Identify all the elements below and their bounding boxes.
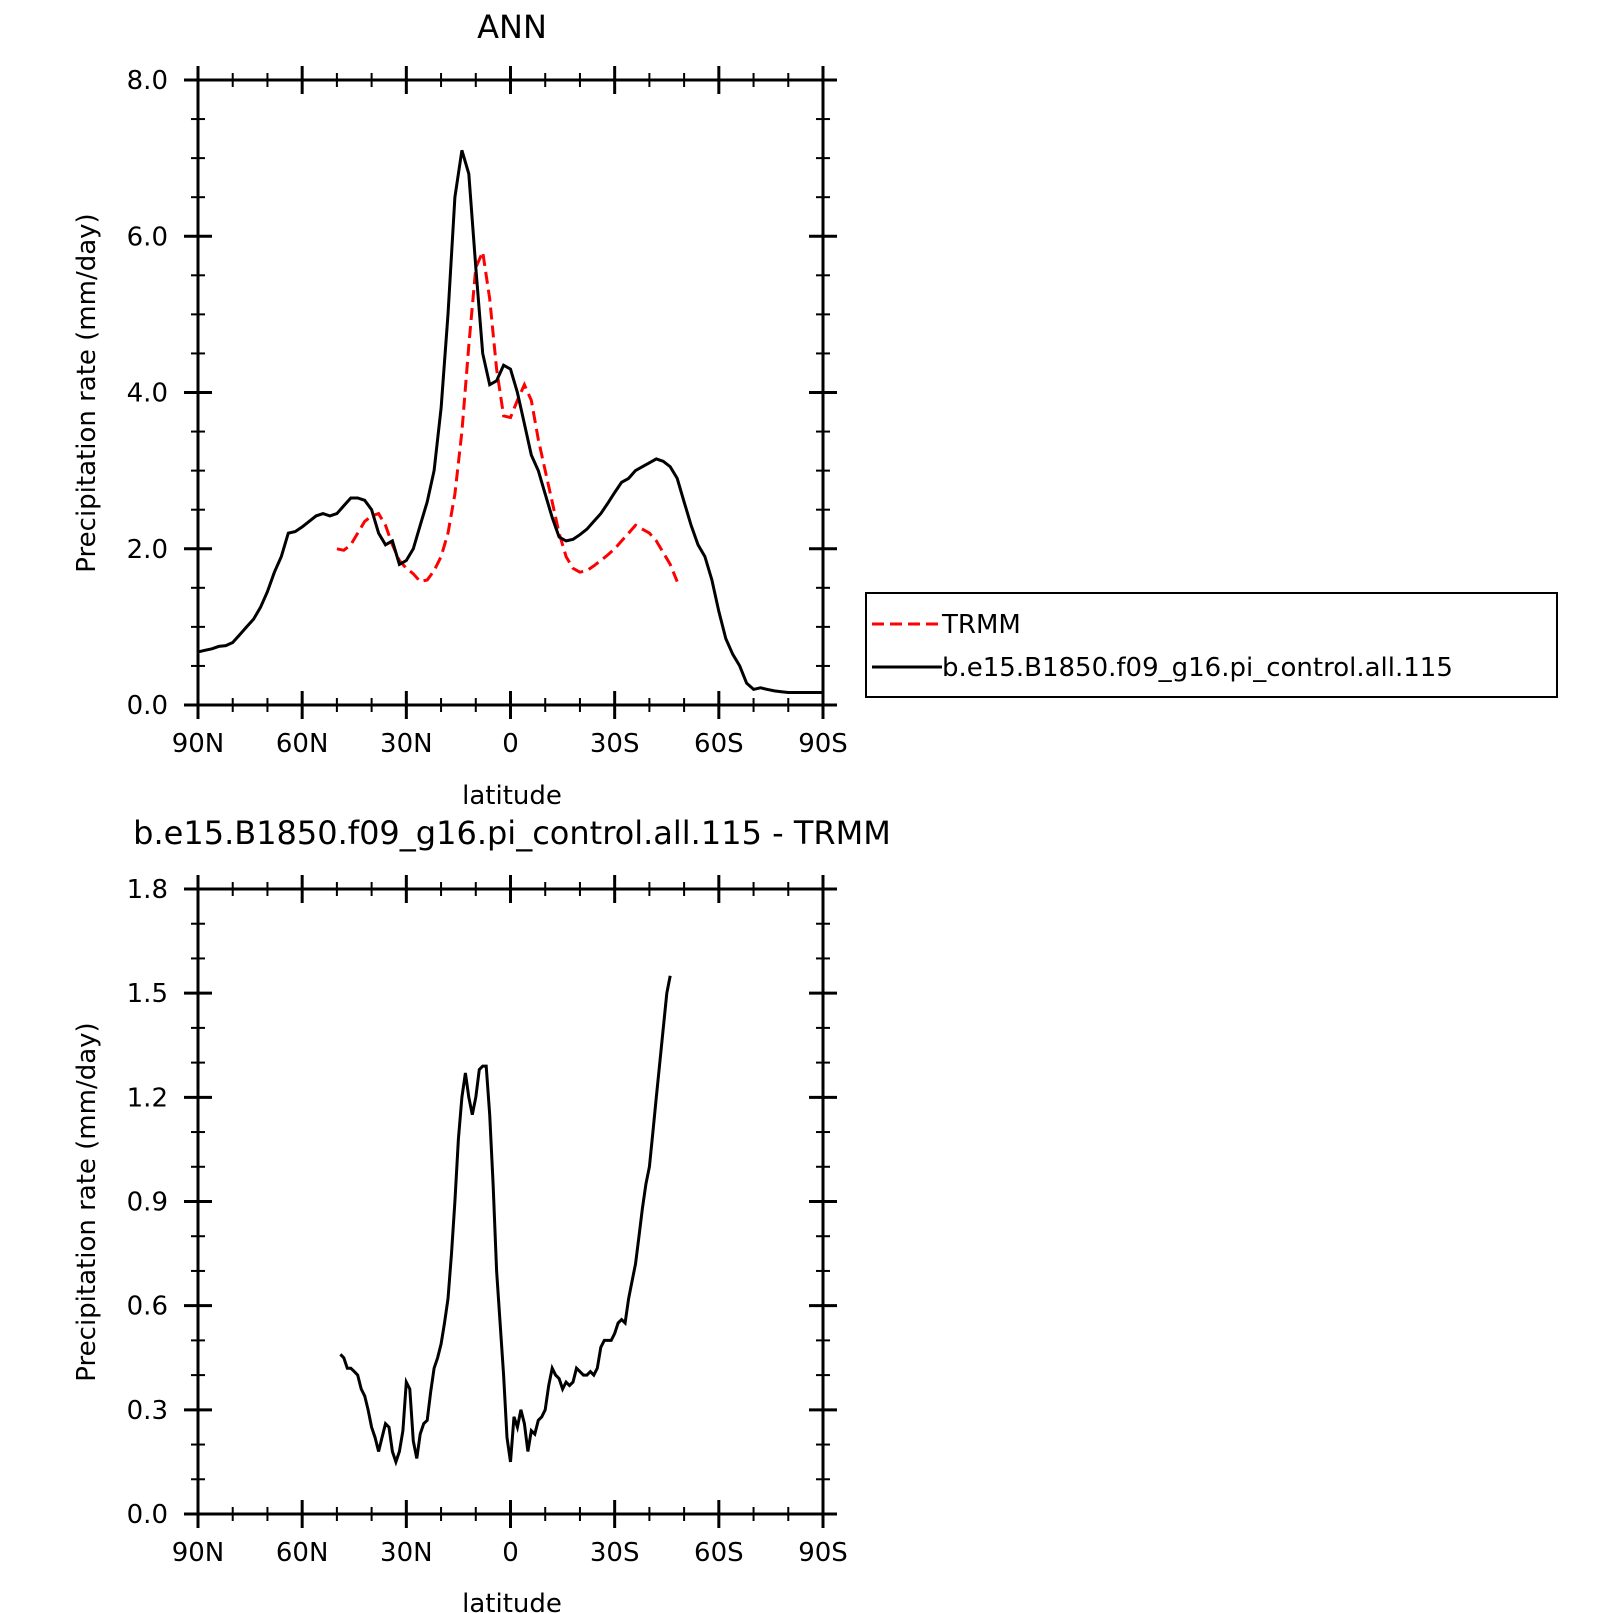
y-tick-label: 0.3 [127, 1396, 168, 1426]
x-tick-label: 30N [380, 1538, 433, 1568]
x-tick-label: 30S [590, 1538, 640, 1568]
y-tick-label: 4.0 [127, 379, 168, 409]
series-trmm-line [336, 246, 679, 584]
x-axis-label-top: latitude [462, 781, 562, 811]
x-tick-labels-top: 90N 60N 30N 0 30S 60S 90S [172, 729, 848, 759]
y-tick-label: 1.8 [127, 875, 168, 905]
series-model-line [197, 149, 823, 694]
legend-label-trmm: TRMM [941, 610, 1021, 640]
y-tick-label: 0.6 [127, 1292, 168, 1322]
chart-title-top: ANN [477, 8, 547, 46]
y-axis-label-top: Precipitation rate (mm/day) [72, 213, 102, 572]
x-tick-label: 90S [798, 1538, 848, 1568]
x-tick-label: 0 [502, 729, 519, 759]
y-axis-label-bottom: Precipitation rate (mm/day) [72, 1022, 102, 1381]
legend-box [865, 592, 1558, 698]
x-tick-label: 60N [276, 729, 329, 759]
y-tick-label: 2.0 [127, 535, 168, 565]
y-tick-label: 1.2 [127, 1083, 168, 1113]
x-tick-label: 60S [694, 729, 744, 759]
legend-label-model: b.e15.B1850.f09_g16.pi_control.all.115 [942, 653, 1453, 683]
x-axis-label-bottom: latitude [462, 1589, 562, 1613]
y-tick-label: 0.0 [127, 691, 168, 721]
y-tick-label: 0.0 [127, 1500, 168, 1530]
ticks-top [184, 66, 837, 719]
x-tick-label: 90N [172, 1538, 225, 1568]
panel-bottom: b.e15.B1850.f09_g16.pi_control.all.115 -… [72, 814, 891, 1613]
legend: TRMM b.e15.B1850.f09_g16.pi_control.all.… [865, 592, 1558, 698]
y-tick-label: 8.0 [127, 66, 168, 96]
ticks-bottom [184, 875, 837, 1528]
plot-frame-bottom [196, 887, 825, 1516]
x-tick-label: 60S [694, 1538, 744, 1568]
x-tick-label: 30N [380, 729, 433, 759]
x-tick-label: 0 [502, 1538, 519, 1568]
x-tick-label: 90N [172, 729, 225, 759]
chart-title-bottom: b.e15.B1850.f09_g16.pi_control.all.115 -… [133, 814, 891, 852]
y-tick-label: 0.9 [127, 1188, 168, 1218]
y-tick-labels-top: 0.0 2.0 4.0 6.0 8.0 [127, 66, 168, 721]
plot-frame-top [196, 78, 825, 707]
panel-top: ANN 0.02.04.06.08.0 90N 60N 30N 0 30S 60S 90S … [72, 8, 1558, 811]
x-tick-labels-bottom: 90N 60N 30N 0 30S 60S 90S [172, 1538, 848, 1568]
x-tick-label: 60N [276, 1538, 329, 1568]
series-difference-line [339, 975, 672, 1467]
y-tick-labels-bottom: 0.0 0.3 0.6 0.9 1.2 1.5 1.8 [127, 875, 168, 1530]
y-tick-label: 1.5 [127, 979, 168, 1009]
x-tick-label: 30S [590, 729, 640, 759]
x-tick-label: 90S [798, 729, 848, 759]
y-tick-label: 6.0 [127, 222, 168, 252]
